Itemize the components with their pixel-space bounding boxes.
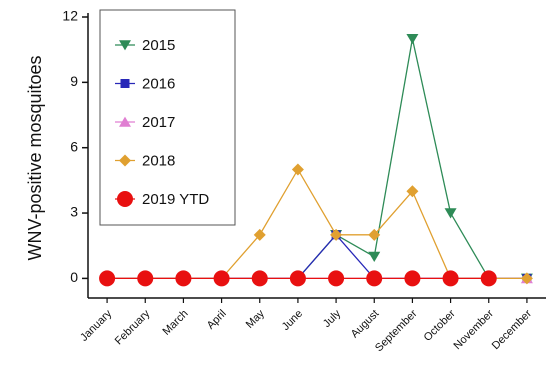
data-point [366, 270, 383, 287]
y-axis-label: WNV-positive mosquitoes [25, 55, 45, 260]
legend-label: 2018 [142, 152, 175, 169]
legend-label: 2017 [142, 114, 175, 131]
x-tick-label: August [349, 308, 382, 341]
x-tick-label: May [244, 307, 268, 331]
x-tick-label: November [452, 307, 497, 352]
x-tick-label: June [280, 308, 305, 333]
data-point [328, 270, 345, 287]
series-line [107, 233, 527, 280]
x-tick-label: March [160, 308, 190, 338]
x-tick-label: July [321, 307, 344, 330]
y-tick-label: 12 [62, 8, 78, 24]
legend-label: 2015 [142, 37, 175, 54]
data-point [406, 185, 419, 198]
y-tick-label: 9 [70, 73, 78, 89]
data-point [444, 208, 457, 219]
y-tick-label: 0 [70, 269, 78, 285]
data-point [291, 163, 304, 176]
y-tick-label: 6 [70, 138, 78, 154]
legend-label: 2019 YTD [142, 191, 209, 208]
data-point [213, 270, 230, 287]
x-tick-label: January [78, 307, 115, 344]
data-point [137, 270, 154, 287]
legend-marker [117, 191, 133, 207]
data-point [406, 33, 419, 45]
x-tick-label: October [422, 307, 458, 343]
x-tick-label: December [490, 307, 535, 352]
data-point [99, 270, 116, 287]
data-point [251, 270, 268, 287]
data-point [368, 251, 381, 263]
y-tick-label: 3 [70, 204, 78, 220]
data-point [520, 272, 533, 285]
x-tick-label: February [113, 307, 153, 347]
data-point [480, 270, 497, 287]
data-point [175, 270, 192, 287]
x-tick-label: April [205, 308, 229, 332]
data-point [289, 270, 306, 287]
legend-marker [120, 79, 130, 88]
legend-marker [119, 154, 131, 167]
legend-marker [119, 116, 131, 127]
data-point [253, 228, 266, 241]
data-point [368, 228, 381, 241]
data-point [404, 270, 421, 287]
legend-label: 2016 [142, 75, 175, 92]
legend-marker [119, 40, 131, 51]
x-tick-label: September [373, 307, 420, 354]
data-point [442, 270, 459, 287]
data-point [330, 228, 343, 241]
